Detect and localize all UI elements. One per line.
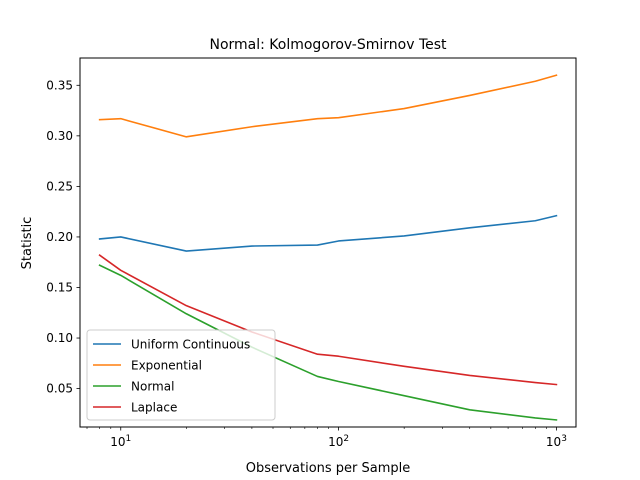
legend-label: Normal [131, 380, 174, 394]
legend-label: Uniform Continuous [131, 338, 250, 352]
y-tick-label: 0.20 [46, 230, 73, 244]
legend-label: Laplace [131, 401, 177, 415]
legend-label: Exponential [131, 359, 202, 373]
y-tick-label: 0.10 [46, 331, 73, 345]
y-tick-label: 0.15 [46, 280, 73, 294]
y-tick-label: 0.25 [46, 179, 73, 193]
y-axis-label: Statistic [20, 217, 35, 270]
series-line-exponential [98, 74, 558, 138]
y-tick-label: 0.05 [46, 382, 73, 396]
y-tick-label: 0.30 [46, 129, 73, 143]
series-line-normal [98, 264, 558, 421]
legend: Uniform Continuous Exponential Normal Lapla… [86, 329, 276, 421]
y-tick-label: 0.35 [46, 78, 73, 92]
x-tick-label: 103 [546, 434, 567, 449]
x-tick-label: 101 [110, 434, 131, 449]
y-axis: 0.05 0.10 0.15 0.20 0.25 0.30 0.35 [46, 78, 80, 396]
x-tick-label: 102 [328, 434, 349, 449]
series-layer [98, 74, 558, 421]
x-axis: 101 102 103 [86, 427, 567, 449]
series-line-laplace [98, 254, 558, 386]
chart-title: Normal: Kolmogorov-Smirnov Test [209, 37, 447, 53]
series-line-uniform-continuous [98, 214, 558, 252]
x-axis-label: Observations per Sample [246, 461, 411, 476]
plot-frame [79, 57, 577, 428]
legend-box [86, 329, 276, 421]
